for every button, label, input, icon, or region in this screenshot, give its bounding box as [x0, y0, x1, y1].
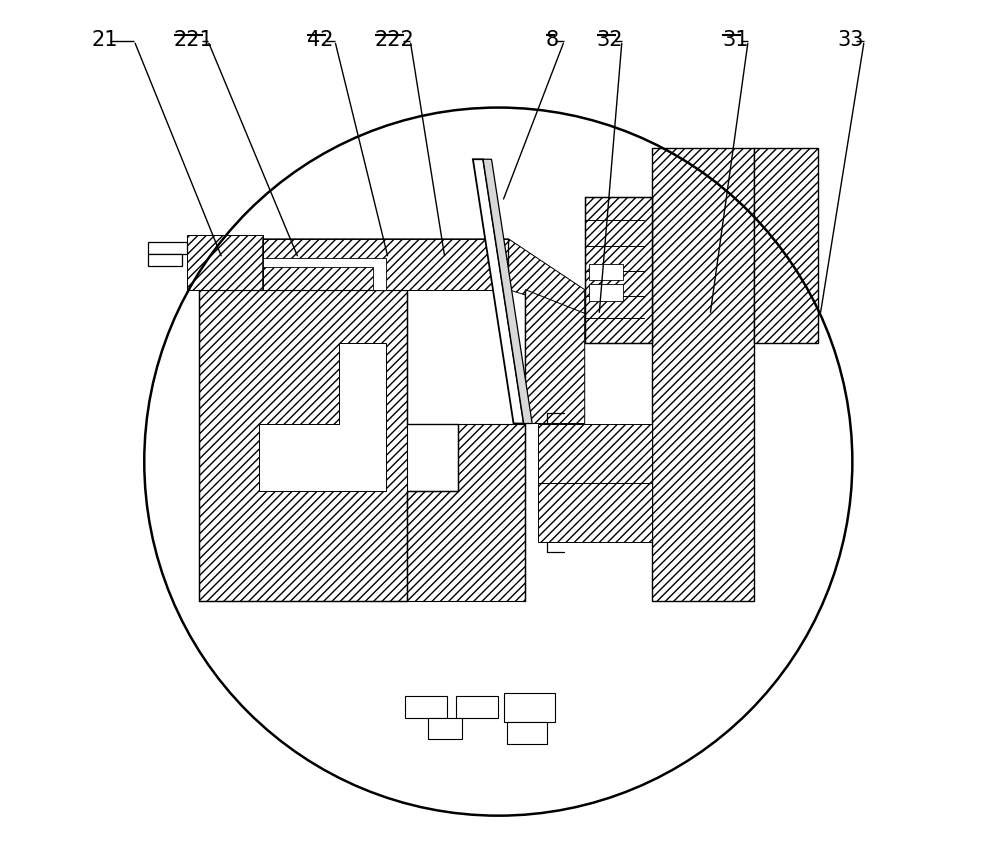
Text: 8: 8	[546, 30, 559, 50]
Polygon shape	[456, 696, 498, 718]
Polygon shape	[263, 258, 386, 290]
Polygon shape	[259, 343, 386, 491]
Text: 32: 32	[597, 30, 623, 50]
Polygon shape	[407, 424, 525, 601]
Polygon shape	[148, 242, 187, 254]
Text: 31: 31	[722, 30, 748, 50]
Polygon shape	[263, 239, 508, 290]
Polygon shape	[405, 696, 447, 718]
Polygon shape	[652, 148, 754, 601]
Polygon shape	[507, 722, 547, 744]
Polygon shape	[199, 290, 407, 601]
Polygon shape	[148, 254, 182, 266]
Polygon shape	[589, 284, 623, 301]
Text: 222: 222	[375, 30, 414, 50]
Text: 221: 221	[174, 30, 214, 50]
Text: 21: 21	[92, 30, 118, 50]
Polygon shape	[263, 239, 585, 313]
Polygon shape	[525, 290, 585, 424]
Polygon shape	[589, 264, 623, 280]
Polygon shape	[538, 424, 652, 483]
Polygon shape	[187, 235, 263, 290]
Polygon shape	[473, 159, 524, 424]
Polygon shape	[504, 693, 555, 722]
Polygon shape	[428, 718, 462, 739]
Text: 33: 33	[837, 30, 864, 50]
Polygon shape	[585, 197, 652, 343]
Polygon shape	[538, 483, 652, 542]
Polygon shape	[483, 159, 532, 424]
Text: 42: 42	[307, 30, 333, 50]
Polygon shape	[754, 148, 818, 343]
